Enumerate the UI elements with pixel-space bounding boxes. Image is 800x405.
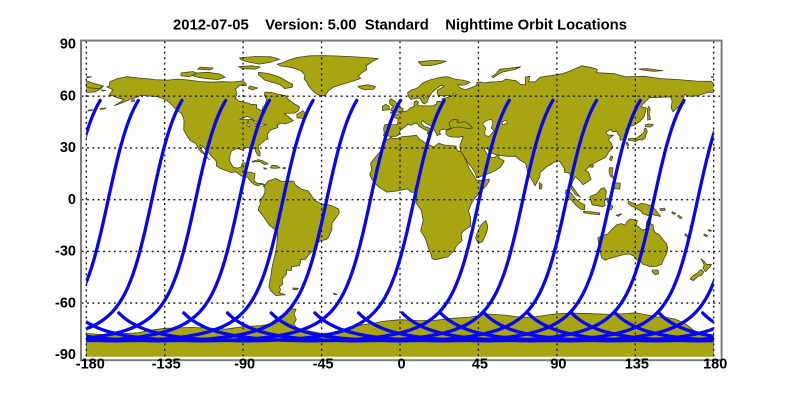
svg-text:60: 60: [60, 88, 76, 104]
svg-text:45: 45: [472, 357, 488, 373]
svg-text:-90: -90: [55, 347, 76, 363]
svg-text:-180: -180: [76, 357, 105, 373]
svg-text:-30: -30: [55, 244, 76, 260]
svg-text:30: 30: [60, 140, 76, 156]
svg-text:-135: -135: [152, 357, 181, 373]
svg-text:135: 135: [625, 357, 649, 373]
svg-text:0: 0: [397, 357, 405, 373]
svg-text:0: 0: [68, 192, 76, 208]
svg-text:90: 90: [60, 37, 76, 53]
svg-text:-60: -60: [55, 295, 76, 311]
svg-text:-45: -45: [313, 357, 334, 373]
svg-text:180: 180: [703, 357, 727, 373]
svg-text:2012-07-05 Version: 5.00 S: 2012-07-05 Version: 5.00 Standard Nightt…: [173, 18, 627, 34]
svg-text:-90: -90: [234, 357, 255, 373]
svg-text:90: 90: [550, 357, 566, 373]
